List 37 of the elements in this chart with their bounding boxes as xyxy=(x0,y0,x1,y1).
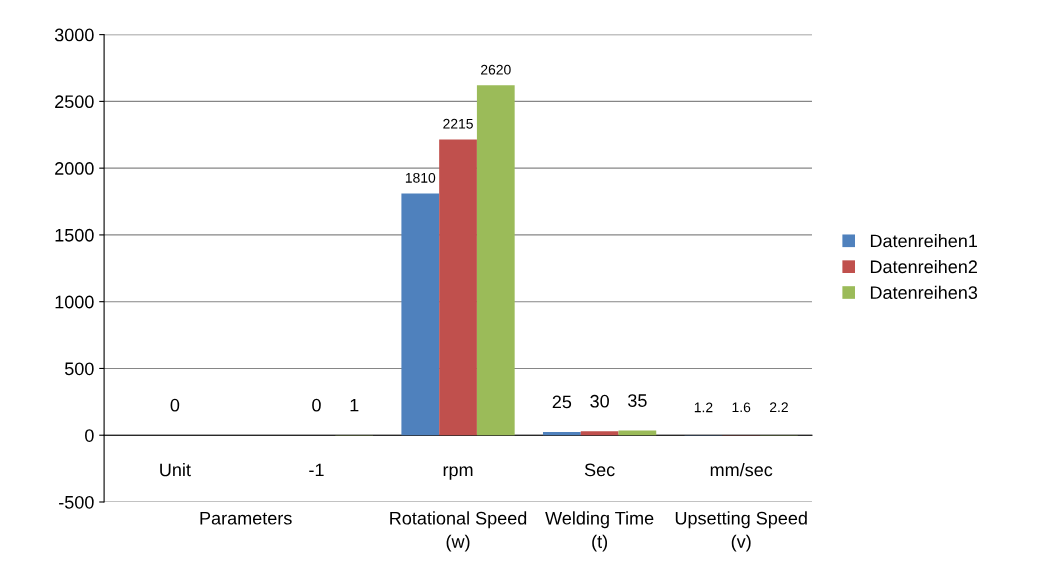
bar xyxy=(439,139,477,436)
x-tick-label: rpm xyxy=(443,466,473,480)
x-tick-label: Unit xyxy=(160,463,191,477)
data-label: 0 xyxy=(312,398,321,412)
y-tick-label: 3000 xyxy=(54,28,94,42)
y-tick-label: -500 xyxy=(59,495,94,509)
y-tick-label: 1000 xyxy=(55,295,94,309)
data-label: 1.6 xyxy=(732,402,751,413)
bar xyxy=(401,193,440,436)
data-label: 0 xyxy=(170,398,180,412)
x-tick-label: mm/sec xyxy=(710,463,773,477)
data-label: 35 xyxy=(628,394,647,407)
data-label: 1810 xyxy=(405,172,436,183)
data-label: 2.2 xyxy=(769,402,788,413)
legend-label: Datenreihen3 xyxy=(870,285,978,300)
bar xyxy=(542,431,581,436)
text: Rotational Speed (w) xyxy=(390,511,527,552)
x-tick-label: Sec xyxy=(584,463,615,477)
x-tick-label: -1 xyxy=(309,463,324,477)
text: Upsetting Speed (v) xyxy=(675,511,807,552)
data-label: 1 xyxy=(350,398,359,412)
legend-label: Datenreihen1 xyxy=(870,234,977,248)
data-label: 25 xyxy=(552,395,572,409)
data-label: 2215 xyxy=(443,118,473,129)
y-tick-label: 2000 xyxy=(55,162,94,175)
data-label: 1.2 xyxy=(694,402,713,413)
text: Parameters xyxy=(200,512,292,525)
data-label: 30 xyxy=(590,394,609,408)
y-tick-label: 2500 xyxy=(55,95,94,109)
y-tick-label: 0 xyxy=(85,429,94,442)
legend-label: Datenreihen2 xyxy=(870,259,977,274)
data-label: 2620 xyxy=(481,64,511,75)
bar xyxy=(476,85,515,436)
y-tick-label: 1500 xyxy=(55,228,94,242)
bar xyxy=(580,431,619,436)
text: Welding Time (t) xyxy=(545,511,654,552)
y-tick-label: 500 xyxy=(64,362,94,376)
